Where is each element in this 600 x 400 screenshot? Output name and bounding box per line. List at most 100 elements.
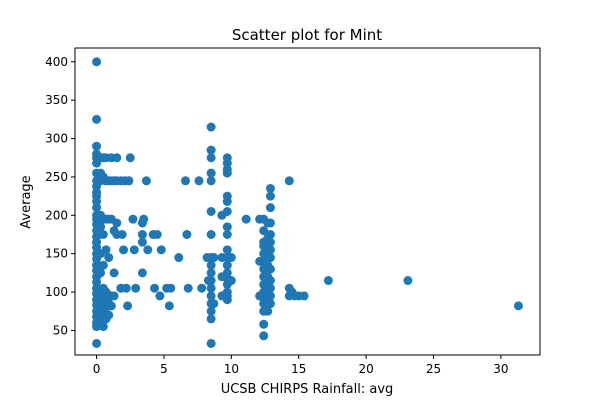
data-point: [206, 283, 216, 293]
data-point: [206, 145, 216, 155]
data-point: [265, 276, 275, 286]
data-point: [206, 168, 216, 178]
x-tick-label: 5: [160, 362, 168, 376]
data-point: [265, 183, 275, 193]
data-point: [222, 230, 232, 239]
data-point: [131, 283, 141, 293]
y-tick-label: 250: [45, 170, 68, 184]
data-point: [92, 141, 102, 151]
data-point: [299, 291, 309, 301]
data-point: [166, 283, 176, 293]
points-layer: [92, 57, 523, 348]
data-point: [203, 276, 213, 286]
data-point: [96, 268, 106, 278]
data-point: [206, 260, 216, 270]
data-point: [206, 153, 216, 163]
data-point: [124, 176, 134, 186]
y-axis-ticks: 50 100 150 200 250 300 350 400: [45, 55, 75, 337]
data-point: [265, 237, 275, 247]
y-tick-label: 200: [45, 208, 68, 222]
x-tick-label: 25: [426, 362, 441, 376]
data-point: [137, 237, 147, 247]
data-point: [265, 203, 275, 213]
data-point: [104, 310, 114, 320]
data-point: [143, 245, 153, 255]
data-point: [209, 299, 219, 309]
data-point: [125, 153, 135, 163]
data-point: [209, 253, 219, 263]
plot-area-frame: [74, 47, 541, 356]
data-point: [92, 338, 102, 348]
data-point: [206, 338, 216, 348]
data-point: [206, 206, 216, 216]
data-point: [265, 253, 275, 263]
chart-title: Scatter plot for Mint: [232, 26, 382, 44]
data-point: [513, 301, 523, 311]
data-point: [109, 291, 119, 301]
data-point: [137, 230, 147, 239]
data-point: [265, 230, 275, 239]
y-tick-label: 400: [45, 55, 68, 69]
data-point: [112, 153, 122, 163]
y-tick-label: 300: [45, 132, 68, 146]
data-point: [265, 191, 275, 201]
x-axis-label: UCSB CHIRPS Rainfall: avg: [221, 382, 394, 397]
data-point: [117, 230, 127, 239]
data-point: [128, 214, 138, 224]
data-point: [139, 214, 149, 224]
data-point: [98, 260, 108, 270]
y-tick-label: 50: [53, 323, 68, 337]
data-point: [222, 168, 232, 178]
y-tick-label: 150: [45, 247, 68, 261]
data-point: [259, 319, 269, 329]
data-point: [265, 299, 275, 309]
x-tick-label: 20: [358, 362, 373, 376]
data-point: [181, 176, 191, 186]
data-point: [123, 301, 133, 311]
data-point: [265, 245, 275, 255]
data-point: [222, 295, 232, 305]
data-point: [119, 245, 129, 255]
data-point: [197, 283, 207, 293]
data-point: [98, 322, 108, 332]
data-point: [92, 114, 102, 124]
data-point: [265, 264, 275, 274]
data-point: [182, 230, 192, 239]
data-point: [226, 253, 236, 263]
data-point: [226, 276, 236, 286]
data-point: [206, 268, 216, 278]
data-point: [174, 253, 184, 263]
y-axis-label: Average: [19, 175, 34, 228]
data-point: [222, 206, 232, 216]
data-point: [106, 301, 116, 311]
data-point: [141, 176, 151, 186]
data-point: [104, 253, 114, 263]
data-point: [150, 283, 160, 293]
data-point: [112, 218, 122, 228]
data-point: [164, 301, 174, 311]
data-point: [206, 306, 216, 316]
data-point: [206, 314, 216, 324]
data-point: [265, 291, 275, 301]
data-point: [403, 276, 413, 286]
data-point: [96, 222, 106, 232]
y-tick-label: 350: [45, 93, 68, 107]
data-point: [101, 245, 111, 255]
data-point: [323, 276, 333, 286]
data-point: [92, 203, 102, 213]
data-point: [98, 230, 108, 239]
data-point: [284, 176, 294, 186]
data-point: [121, 283, 131, 293]
data-point: [183, 283, 193, 293]
data-point: [263, 306, 273, 316]
data-point: [156, 245, 166, 255]
data-point: [202, 253, 212, 263]
data-point: [137, 268, 147, 278]
x-tick-label: 10: [224, 362, 239, 376]
data-point: [259, 331, 269, 341]
data-point: [259, 226, 269, 236]
data-point: [109, 268, 119, 278]
y-tick-label: 100: [45, 285, 68, 299]
data-point: [222, 245, 232, 255]
